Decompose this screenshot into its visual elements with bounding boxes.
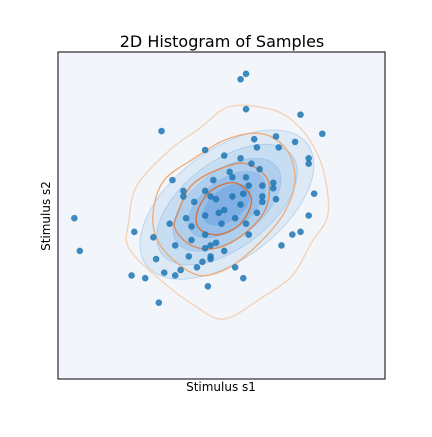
data-point xyxy=(201,231,209,238)
data-point xyxy=(242,174,250,181)
data-point xyxy=(188,223,195,230)
data-point xyxy=(76,247,84,255)
data-point xyxy=(305,212,313,219)
data-point xyxy=(231,214,239,222)
data-point xyxy=(201,244,209,252)
data-point xyxy=(150,234,157,241)
data-point xyxy=(259,198,266,206)
data-point xyxy=(310,190,318,197)
data-point xyxy=(240,190,247,197)
density-ellipse-4 xyxy=(187,170,266,239)
data-point xyxy=(237,201,244,208)
data-point xyxy=(275,144,283,151)
data-point xyxy=(250,135,258,143)
density-ellipse-2 xyxy=(156,143,298,266)
data-point xyxy=(155,299,163,307)
data-point xyxy=(226,168,233,176)
data-point xyxy=(231,263,239,271)
data-point xyxy=(253,144,261,151)
data-point xyxy=(158,127,165,135)
data-point xyxy=(245,182,253,189)
data-point xyxy=(240,274,247,282)
data-point xyxy=(188,236,195,244)
contour-line-middle xyxy=(152,132,296,277)
data-point xyxy=(297,111,304,118)
data-point xyxy=(131,228,138,236)
data-point xyxy=(180,193,187,200)
data-point xyxy=(229,174,236,181)
x-axis-label: Stimulus s1 xyxy=(186,380,256,394)
data-point xyxy=(220,152,228,159)
data-point xyxy=(207,255,214,263)
contour-line-core xyxy=(195,181,253,236)
data-point xyxy=(278,242,285,249)
data-point xyxy=(210,176,217,184)
y-axis-label: Stimulus s2 xyxy=(39,181,53,251)
data-point xyxy=(242,220,250,227)
data-point xyxy=(220,206,228,214)
data-point xyxy=(212,239,220,247)
data-point xyxy=(220,247,228,255)
data-point xyxy=(193,263,201,271)
data-point xyxy=(269,184,277,192)
plot-frame xyxy=(57,51,386,380)
data-point xyxy=(201,146,209,154)
chart-title: 2D Histogram of Samples xyxy=(120,32,325,51)
data-point xyxy=(207,193,214,200)
data-point xyxy=(212,195,220,203)
contour-line-outer xyxy=(125,104,330,320)
data-point xyxy=(291,138,299,146)
data-point xyxy=(242,70,250,78)
data-point xyxy=(152,255,160,263)
data-point xyxy=(259,193,266,200)
data-point xyxy=(237,154,244,162)
data-point xyxy=(141,274,149,282)
density-ellipse-1 xyxy=(139,129,315,280)
data-point xyxy=(272,195,280,203)
data-point xyxy=(182,214,190,222)
data-point xyxy=(190,198,198,206)
data-point xyxy=(248,160,255,168)
data-point xyxy=(201,212,209,219)
data-point xyxy=(169,176,176,184)
points-layer xyxy=(71,70,326,307)
data-point xyxy=(201,187,209,195)
data-point xyxy=(71,214,78,222)
data-point xyxy=(128,272,135,279)
data-point xyxy=(297,228,304,236)
data-point xyxy=(160,269,168,277)
data-point xyxy=(237,75,244,83)
data-point xyxy=(171,272,179,279)
data-point xyxy=(180,187,187,195)
data-point xyxy=(259,182,266,189)
data-point xyxy=(256,165,263,173)
data-point xyxy=(215,209,223,217)
data-point xyxy=(199,258,206,266)
data-point xyxy=(245,231,253,238)
data-point xyxy=(272,133,280,140)
data-point xyxy=(177,266,184,274)
contour-line-inner xyxy=(173,162,271,250)
data-point xyxy=(253,209,261,217)
data-point xyxy=(319,130,326,138)
data-point xyxy=(305,154,313,162)
data-point xyxy=(171,242,179,249)
data-point xyxy=(305,160,313,168)
data-point xyxy=(218,220,225,227)
data-point xyxy=(289,231,296,238)
data-point xyxy=(207,242,214,249)
plot-area xyxy=(57,51,386,380)
data-point xyxy=(204,283,212,290)
data-point xyxy=(242,105,250,113)
contour-layer xyxy=(125,104,330,320)
data-point xyxy=(229,193,236,200)
data-point xyxy=(166,220,174,227)
data-point xyxy=(269,179,277,187)
data-point xyxy=(185,253,193,260)
